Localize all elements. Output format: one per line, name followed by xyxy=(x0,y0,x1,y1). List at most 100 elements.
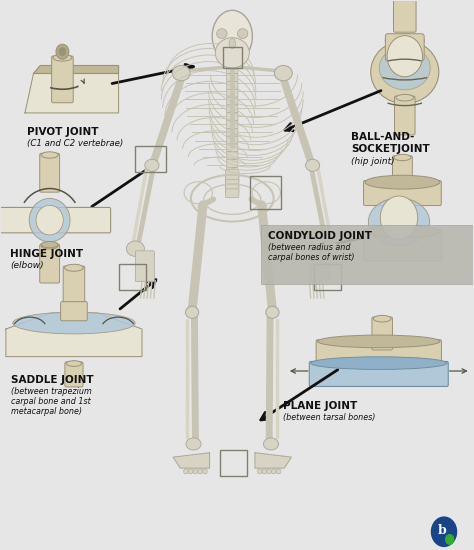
FancyBboxPatch shape xyxy=(65,362,83,387)
FancyBboxPatch shape xyxy=(227,129,238,136)
Ellipse shape xyxy=(276,469,281,474)
FancyBboxPatch shape xyxy=(227,90,238,97)
FancyBboxPatch shape xyxy=(227,113,238,120)
Ellipse shape xyxy=(379,46,430,90)
Ellipse shape xyxy=(257,469,262,474)
Ellipse shape xyxy=(127,241,145,256)
FancyBboxPatch shape xyxy=(227,136,238,144)
Ellipse shape xyxy=(66,361,82,366)
Ellipse shape xyxy=(41,152,58,158)
Text: PLANE JOINT: PLANE JOINT xyxy=(283,401,357,411)
FancyBboxPatch shape xyxy=(52,56,73,103)
Ellipse shape xyxy=(267,469,272,474)
Text: (between tarsal bones): (between tarsal bones) xyxy=(283,413,376,422)
FancyBboxPatch shape xyxy=(364,230,441,261)
Ellipse shape xyxy=(272,469,276,474)
FancyBboxPatch shape xyxy=(226,169,239,178)
Ellipse shape xyxy=(41,241,58,248)
Polygon shape xyxy=(255,453,292,468)
FancyBboxPatch shape xyxy=(226,189,239,197)
Ellipse shape xyxy=(172,65,190,81)
FancyBboxPatch shape xyxy=(227,105,238,113)
FancyBboxPatch shape xyxy=(0,207,110,233)
FancyBboxPatch shape xyxy=(227,120,238,128)
Ellipse shape xyxy=(365,226,440,238)
Text: (between radius and: (between radius and xyxy=(268,243,350,252)
FancyBboxPatch shape xyxy=(227,160,238,167)
Text: SADDLE JOINT: SADDLE JOINT xyxy=(11,375,94,385)
Ellipse shape xyxy=(274,65,292,81)
Text: metacarpal bone): metacarpal bone) xyxy=(11,406,82,416)
FancyBboxPatch shape xyxy=(393,0,416,32)
FancyBboxPatch shape xyxy=(226,174,239,183)
Text: (between trapezium: (between trapezium xyxy=(11,387,92,396)
Ellipse shape xyxy=(306,160,319,171)
Text: BALL-AND-: BALL-AND- xyxy=(351,133,415,142)
Polygon shape xyxy=(34,65,118,74)
Ellipse shape xyxy=(217,29,227,38)
Text: HINGE JOINT: HINGE JOINT xyxy=(10,249,83,258)
Circle shape xyxy=(445,534,455,545)
Ellipse shape xyxy=(311,357,447,370)
Ellipse shape xyxy=(41,243,58,249)
Circle shape xyxy=(380,196,418,239)
Ellipse shape xyxy=(318,335,440,348)
FancyBboxPatch shape xyxy=(316,340,441,363)
Ellipse shape xyxy=(193,469,198,474)
FancyBboxPatch shape xyxy=(385,34,424,61)
Ellipse shape xyxy=(229,39,236,48)
Ellipse shape xyxy=(262,469,267,474)
FancyBboxPatch shape xyxy=(226,184,239,193)
Ellipse shape xyxy=(374,315,391,322)
Polygon shape xyxy=(6,313,142,356)
Text: CONDYLOID JOINT: CONDYLOID JOINT xyxy=(268,231,372,241)
FancyBboxPatch shape xyxy=(227,66,238,74)
Text: carpal bones of wrist): carpal bones of wrist) xyxy=(268,253,354,262)
Ellipse shape xyxy=(368,198,429,245)
Ellipse shape xyxy=(13,312,135,334)
Ellipse shape xyxy=(212,10,252,62)
Text: PIVOT JOINT: PIVOT JOINT xyxy=(27,127,98,137)
FancyBboxPatch shape xyxy=(227,144,238,152)
Polygon shape xyxy=(173,453,210,468)
FancyBboxPatch shape xyxy=(226,47,239,66)
Ellipse shape xyxy=(266,306,279,318)
Ellipse shape xyxy=(237,29,248,38)
Ellipse shape xyxy=(202,469,207,474)
FancyBboxPatch shape xyxy=(136,251,155,282)
Ellipse shape xyxy=(394,155,411,161)
FancyBboxPatch shape xyxy=(227,97,238,105)
Text: SOCKETJOINT: SOCKETJOINT xyxy=(351,145,430,155)
Ellipse shape xyxy=(64,265,83,271)
FancyBboxPatch shape xyxy=(227,167,238,175)
FancyBboxPatch shape xyxy=(63,266,85,309)
FancyBboxPatch shape xyxy=(40,244,60,283)
Circle shape xyxy=(56,44,69,59)
Ellipse shape xyxy=(215,38,249,68)
Text: b: b xyxy=(438,524,446,537)
Text: (elbow): (elbow) xyxy=(10,261,44,270)
Circle shape xyxy=(431,516,457,547)
FancyBboxPatch shape xyxy=(227,152,238,160)
Ellipse shape xyxy=(53,54,72,61)
FancyBboxPatch shape xyxy=(394,96,415,135)
FancyBboxPatch shape xyxy=(372,317,392,350)
FancyBboxPatch shape xyxy=(61,301,87,321)
Circle shape xyxy=(387,36,422,77)
Ellipse shape xyxy=(371,40,439,103)
FancyBboxPatch shape xyxy=(310,361,448,387)
Ellipse shape xyxy=(188,469,193,474)
Ellipse shape xyxy=(183,469,188,474)
Ellipse shape xyxy=(396,95,414,101)
FancyBboxPatch shape xyxy=(392,156,412,192)
FancyBboxPatch shape xyxy=(364,180,441,206)
Ellipse shape xyxy=(186,438,201,450)
Polygon shape xyxy=(25,74,118,113)
Ellipse shape xyxy=(185,306,199,318)
Ellipse shape xyxy=(264,438,279,450)
FancyBboxPatch shape xyxy=(227,81,238,89)
Ellipse shape xyxy=(385,34,424,47)
Circle shape xyxy=(59,48,66,56)
Text: (hip joint): (hip joint) xyxy=(351,157,395,166)
FancyBboxPatch shape xyxy=(261,224,473,284)
